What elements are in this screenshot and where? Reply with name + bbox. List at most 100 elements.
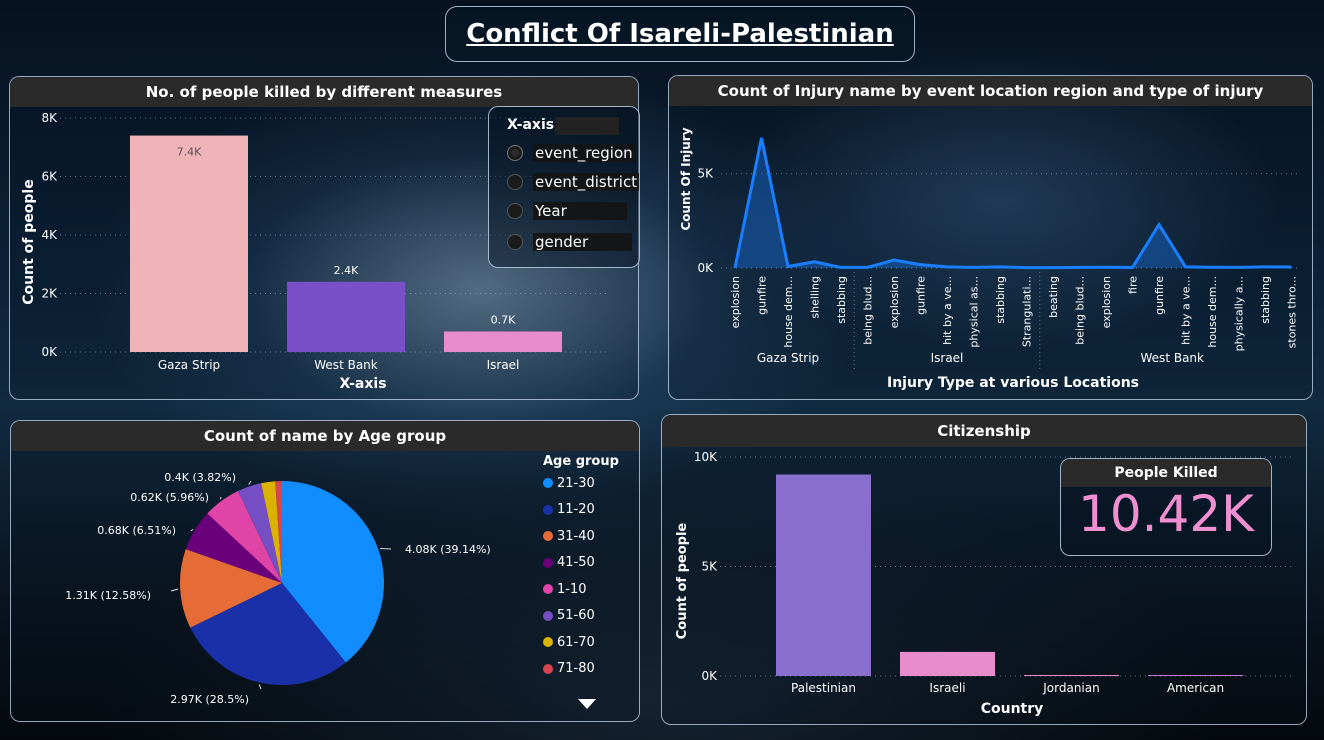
injury-panel-title: Count of Injury name by event location r… <box>669 76 1312 106</box>
pie-slice <box>190 583 346 685</box>
slicer-option-event-region[interactable]: event_region <box>507 142 635 164</box>
series-line <box>733 137 1292 270</box>
age-legend-title: Age group <box>543 454 619 469</box>
legend-item[interactable]: 1-10 <box>543 581 587 597</box>
legend-item[interactable]: 51-60 <box>543 608 595 624</box>
label-leader <box>190 528 194 532</box>
x-tick-label: gunfire <box>915 276 928 315</box>
x-tick-label: explosion <box>888 276 901 328</box>
label-leader <box>248 480 252 485</box>
data-label: 7.4K <box>177 146 202 159</box>
data-label: 2.97K (28.5%) <box>170 693 249 706</box>
legend-marker <box>543 584 553 594</box>
injury-panel: Count of Injury name by event location r… <box>668 75 1313 400</box>
bar <box>444 331 562 352</box>
x-tick-label: gunfire <box>756 276 769 315</box>
legend-item[interactable]: 11-20 <box>543 502 595 518</box>
pie-slice <box>282 481 384 663</box>
x-tick-label: West Bank <box>314 358 378 372</box>
y-tick-label: 0K <box>697 261 714 275</box>
slicer-option-gender[interactable]: gender <box>507 231 633 253</box>
slicer-option-label: event_district <box>533 173 640 191</box>
slicer-header-bar <box>555 117 619 135</box>
radio-icon[interactable] <box>507 234 523 250</box>
x-tick-label: beating <box>1047 276 1060 318</box>
citizenship-panel-title: Citizenship <box>662 415 1306 447</box>
data-label: 0.68K (6.51%) <box>97 524 176 537</box>
pie-slice <box>237 483 282 583</box>
legend-label: 41-50 <box>557 555 595 570</box>
data-label: 2.4K <box>334 264 359 277</box>
y-tick-label: 10K <box>694 450 718 464</box>
x-tick-label: hit by a ve... <box>1180 276 1193 345</box>
y-axis-title: Count of people <box>21 179 37 304</box>
legend-item[interactable]: 61-70 <box>543 634 595 650</box>
legend-item[interactable]: 71-80 <box>543 661 595 677</box>
label-leader <box>219 496 222 500</box>
slicer-option-label: Year <box>533 202 627 220</box>
x-axis-slicer: X-axis event_region event_district Year … <box>488 106 640 268</box>
x-tick-label: American <box>1167 681 1224 695</box>
legend-item[interactable]: 21-30 <box>543 475 595 491</box>
x-axis-title: X-axis <box>339 376 386 392</box>
legend-label: 11-20 <box>557 502 595 517</box>
card-title: People Killed <box>1061 459 1271 487</box>
radio-icon[interactable] <box>507 203 523 219</box>
legend-item[interactable]: 31-40 <box>543 528 595 544</box>
y-tick-label: 0K <box>41 345 58 359</box>
group-label: Israel <box>931 351 964 365</box>
people-killed-card: People Killed 10.42K <box>1060 458 1272 556</box>
bar <box>1148 675 1243 676</box>
legend-item[interactable]: 41-50 <box>543 555 595 571</box>
scroll-down-icon[interactable] <box>578 699 596 709</box>
age-panel-title: Count of name by Age group <box>11 421 639 451</box>
data-label: 0.7K <box>491 314 516 327</box>
x-tick-label: being blud... <box>1074 276 1087 345</box>
y-tick-label: 5K <box>701 560 718 574</box>
data-label: 4.08K (39.14%) <box>405 543 491 556</box>
x-tick-label: physical as... <box>968 276 981 348</box>
x-tick-label: Palestinian <box>791 681 856 695</box>
bar <box>776 474 871 676</box>
group-label: West Bank <box>1141 351 1205 365</box>
x-axis-title: Country <box>981 701 1044 717</box>
x-tick-label: gunfire <box>1153 276 1166 315</box>
dashboard-title: Conflict Of Isareli-Palestinian <box>466 19 894 49</box>
slicer-option-event-district[interactable]: event_district <box>507 171 640 193</box>
legend-label: 71-80 <box>557 661 595 676</box>
legend-marker <box>543 557 553 568</box>
legend-marker <box>543 531 553 541</box>
radio-selected-icon[interactable] <box>507 145 523 161</box>
x-tick-label: Israel <box>487 358 520 372</box>
x-tick-label: Israeli <box>929 681 965 695</box>
y-axis-title: Count of people <box>675 523 690 640</box>
legend-marker <box>543 637 553 647</box>
y-tick-label: 2K <box>41 287 58 301</box>
pie-slice <box>207 491 282 583</box>
x-tick-label: stones thro... <box>1286 276 1299 348</box>
area-fill <box>735 137 1292 268</box>
x-tick-label: house dem... <box>782 276 795 348</box>
label-leader <box>170 588 179 592</box>
legend-marker <box>543 610 553 621</box>
legend-marker <box>543 504 553 515</box>
legend-label: 1-10 <box>557 581 587 597</box>
y-tick-label: 8K <box>41 111 58 125</box>
injury-area-chart: 0K 5K explosion gunfire house dem... shelling… <box>679 127 1299 391</box>
legend-label: 21-30 <box>557 475 595 491</box>
x-tick-label: Gaza Strip <box>158 358 220 372</box>
slicer-option-year[interactable]: Year <box>507 200 627 222</box>
citizenship-bar-chart: 0K 5K 10K Palestinian Israeli Jordanian Americ… <box>675 450 1292 717</box>
x-tick-label: explosion <box>1100 276 1113 328</box>
pie-slice <box>261 481 282 583</box>
pie-slice <box>275 481 282 583</box>
group-label: Gaza Strip <box>757 351 819 365</box>
radio-icon[interactable] <box>507 174 523 190</box>
killed-bar-chart: 0K 2K 4K 6K 8K 7.4K Gaza Strip 2.4K West Bank 0.7… <box>21 111 610 392</box>
x-tick-label: physically a... <box>1233 276 1246 351</box>
x-tick-label: fire <box>1127 276 1140 294</box>
slicer-option-label: gender <box>533 233 633 251</box>
card-value: 10.42K <box>1078 485 1254 543</box>
killed-panel-title: No. of people killed by different measur… <box>10 77 638 107</box>
x-tick-label: shelling <box>809 276 822 319</box>
